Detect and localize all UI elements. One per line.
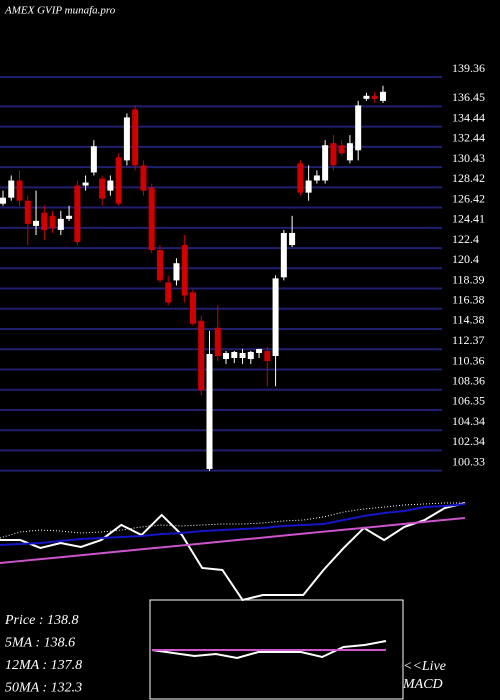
candle-body bbox=[123, 117, 130, 161]
candle-body bbox=[231, 351, 238, 359]
candle-body bbox=[346, 143, 353, 161]
candle-body bbox=[8, 180, 15, 198]
candle-body bbox=[280, 232, 287, 278]
y-tick-label: 128.42 bbox=[452, 171, 485, 185]
y-tick-label: 100.33 bbox=[452, 454, 485, 468]
indicator-line bbox=[151, 640, 387, 660]
indicator-line bbox=[0, 502, 466, 602]
candle-body bbox=[41, 212, 48, 230]
candle-body bbox=[24, 200, 31, 224]
candle-body bbox=[264, 350, 271, 362]
candle-body bbox=[198, 320, 205, 391]
live-label: <<Live bbox=[403, 659, 446, 674]
y-tick-label: 120.4 bbox=[452, 252, 479, 266]
info-label: 50MA : 132.3 bbox=[5, 681, 82, 696]
macd-frame bbox=[149, 599, 404, 700]
candle-body bbox=[181, 245, 188, 296]
candle-body bbox=[313, 175, 320, 181]
info-label: 12MA : 137.8 bbox=[5, 658, 82, 673]
candle-body bbox=[132, 109, 139, 166]
y-tick-label: 110.36 bbox=[452, 353, 485, 367]
y-tick-label: 102.34 bbox=[452, 434, 485, 448]
y-tick-label: 130.43 bbox=[452, 151, 485, 165]
candle-body bbox=[379, 91, 386, 101]
candle-body bbox=[322, 145, 329, 181]
y-tick-label: 126.42 bbox=[452, 191, 485, 205]
candle-body bbox=[223, 352, 230, 360]
candle-body bbox=[90, 146, 97, 173]
candle-body bbox=[82, 182, 89, 186]
candle-body bbox=[107, 180, 114, 191]
candle-body bbox=[140, 165, 147, 191]
indicator-line bbox=[0, 517, 466, 565]
y-tick-label: 134.44 bbox=[452, 110, 485, 124]
candle-body bbox=[214, 327, 221, 357]
candle-body bbox=[206, 353, 213, 469]
candle-body bbox=[66, 215, 73, 219]
candle-body bbox=[355, 105, 362, 151]
candle-body bbox=[173, 263, 180, 281]
candle-body bbox=[57, 218, 64, 230]
candle-body bbox=[165, 282, 172, 303]
y-tick-label: 114.38 bbox=[452, 313, 485, 327]
y-tick-label: 132.44 bbox=[452, 131, 485, 145]
y-tick-label: 116.38 bbox=[452, 293, 485, 307]
candle-body bbox=[189, 292, 196, 324]
indicator-line bbox=[0, 502, 466, 546]
candle-body bbox=[289, 232, 296, 246]
candle-body bbox=[49, 215, 56, 228]
candle-body bbox=[330, 143, 337, 166]
candle-body bbox=[16, 180, 23, 201]
y-tick-label: 112.37 bbox=[452, 333, 485, 347]
candle-body bbox=[156, 250, 163, 281]
candle-body bbox=[148, 187, 155, 251]
candle-body bbox=[247, 351, 254, 360]
candle-body bbox=[338, 145, 345, 154]
y-tick-label: 139.36 bbox=[452, 61, 485, 75]
y-tick-label: 122.4 bbox=[452, 232, 479, 246]
indicator-line bbox=[0, 502, 465, 539]
macd-label: MACD bbox=[402, 677, 443, 692]
candle-body bbox=[239, 352, 246, 359]
candle-body bbox=[99, 178, 106, 199]
candle-body bbox=[115, 157, 122, 204]
candle-body bbox=[305, 180, 312, 193]
candle-body bbox=[0, 197, 6, 204]
candle-body bbox=[371, 95, 378, 99]
candle-body bbox=[272, 278, 279, 357]
candle-body bbox=[297, 163, 304, 193]
y-tick-label: 108.36 bbox=[452, 373, 485, 387]
candle-body bbox=[363, 95, 370, 99]
y-tick-label: 104.34 bbox=[452, 414, 485, 428]
candle-body bbox=[256, 348, 263, 353]
info-label: Price : 138.8 bbox=[4, 613, 78, 628]
info-label: 5MA : 138.6 bbox=[5, 636, 75, 651]
y-tick-label: 124.41 bbox=[452, 212, 485, 226]
y-tick-label: 136.45 bbox=[452, 90, 485, 104]
chart-title: AMEX GVIP munafa.pro bbox=[4, 5, 116, 17]
y-tick-label: 118.39 bbox=[452, 272, 485, 286]
candle-body bbox=[74, 185, 81, 243]
y-tick-label: 106.35 bbox=[452, 394, 485, 408]
candle-body bbox=[33, 220, 40, 226]
